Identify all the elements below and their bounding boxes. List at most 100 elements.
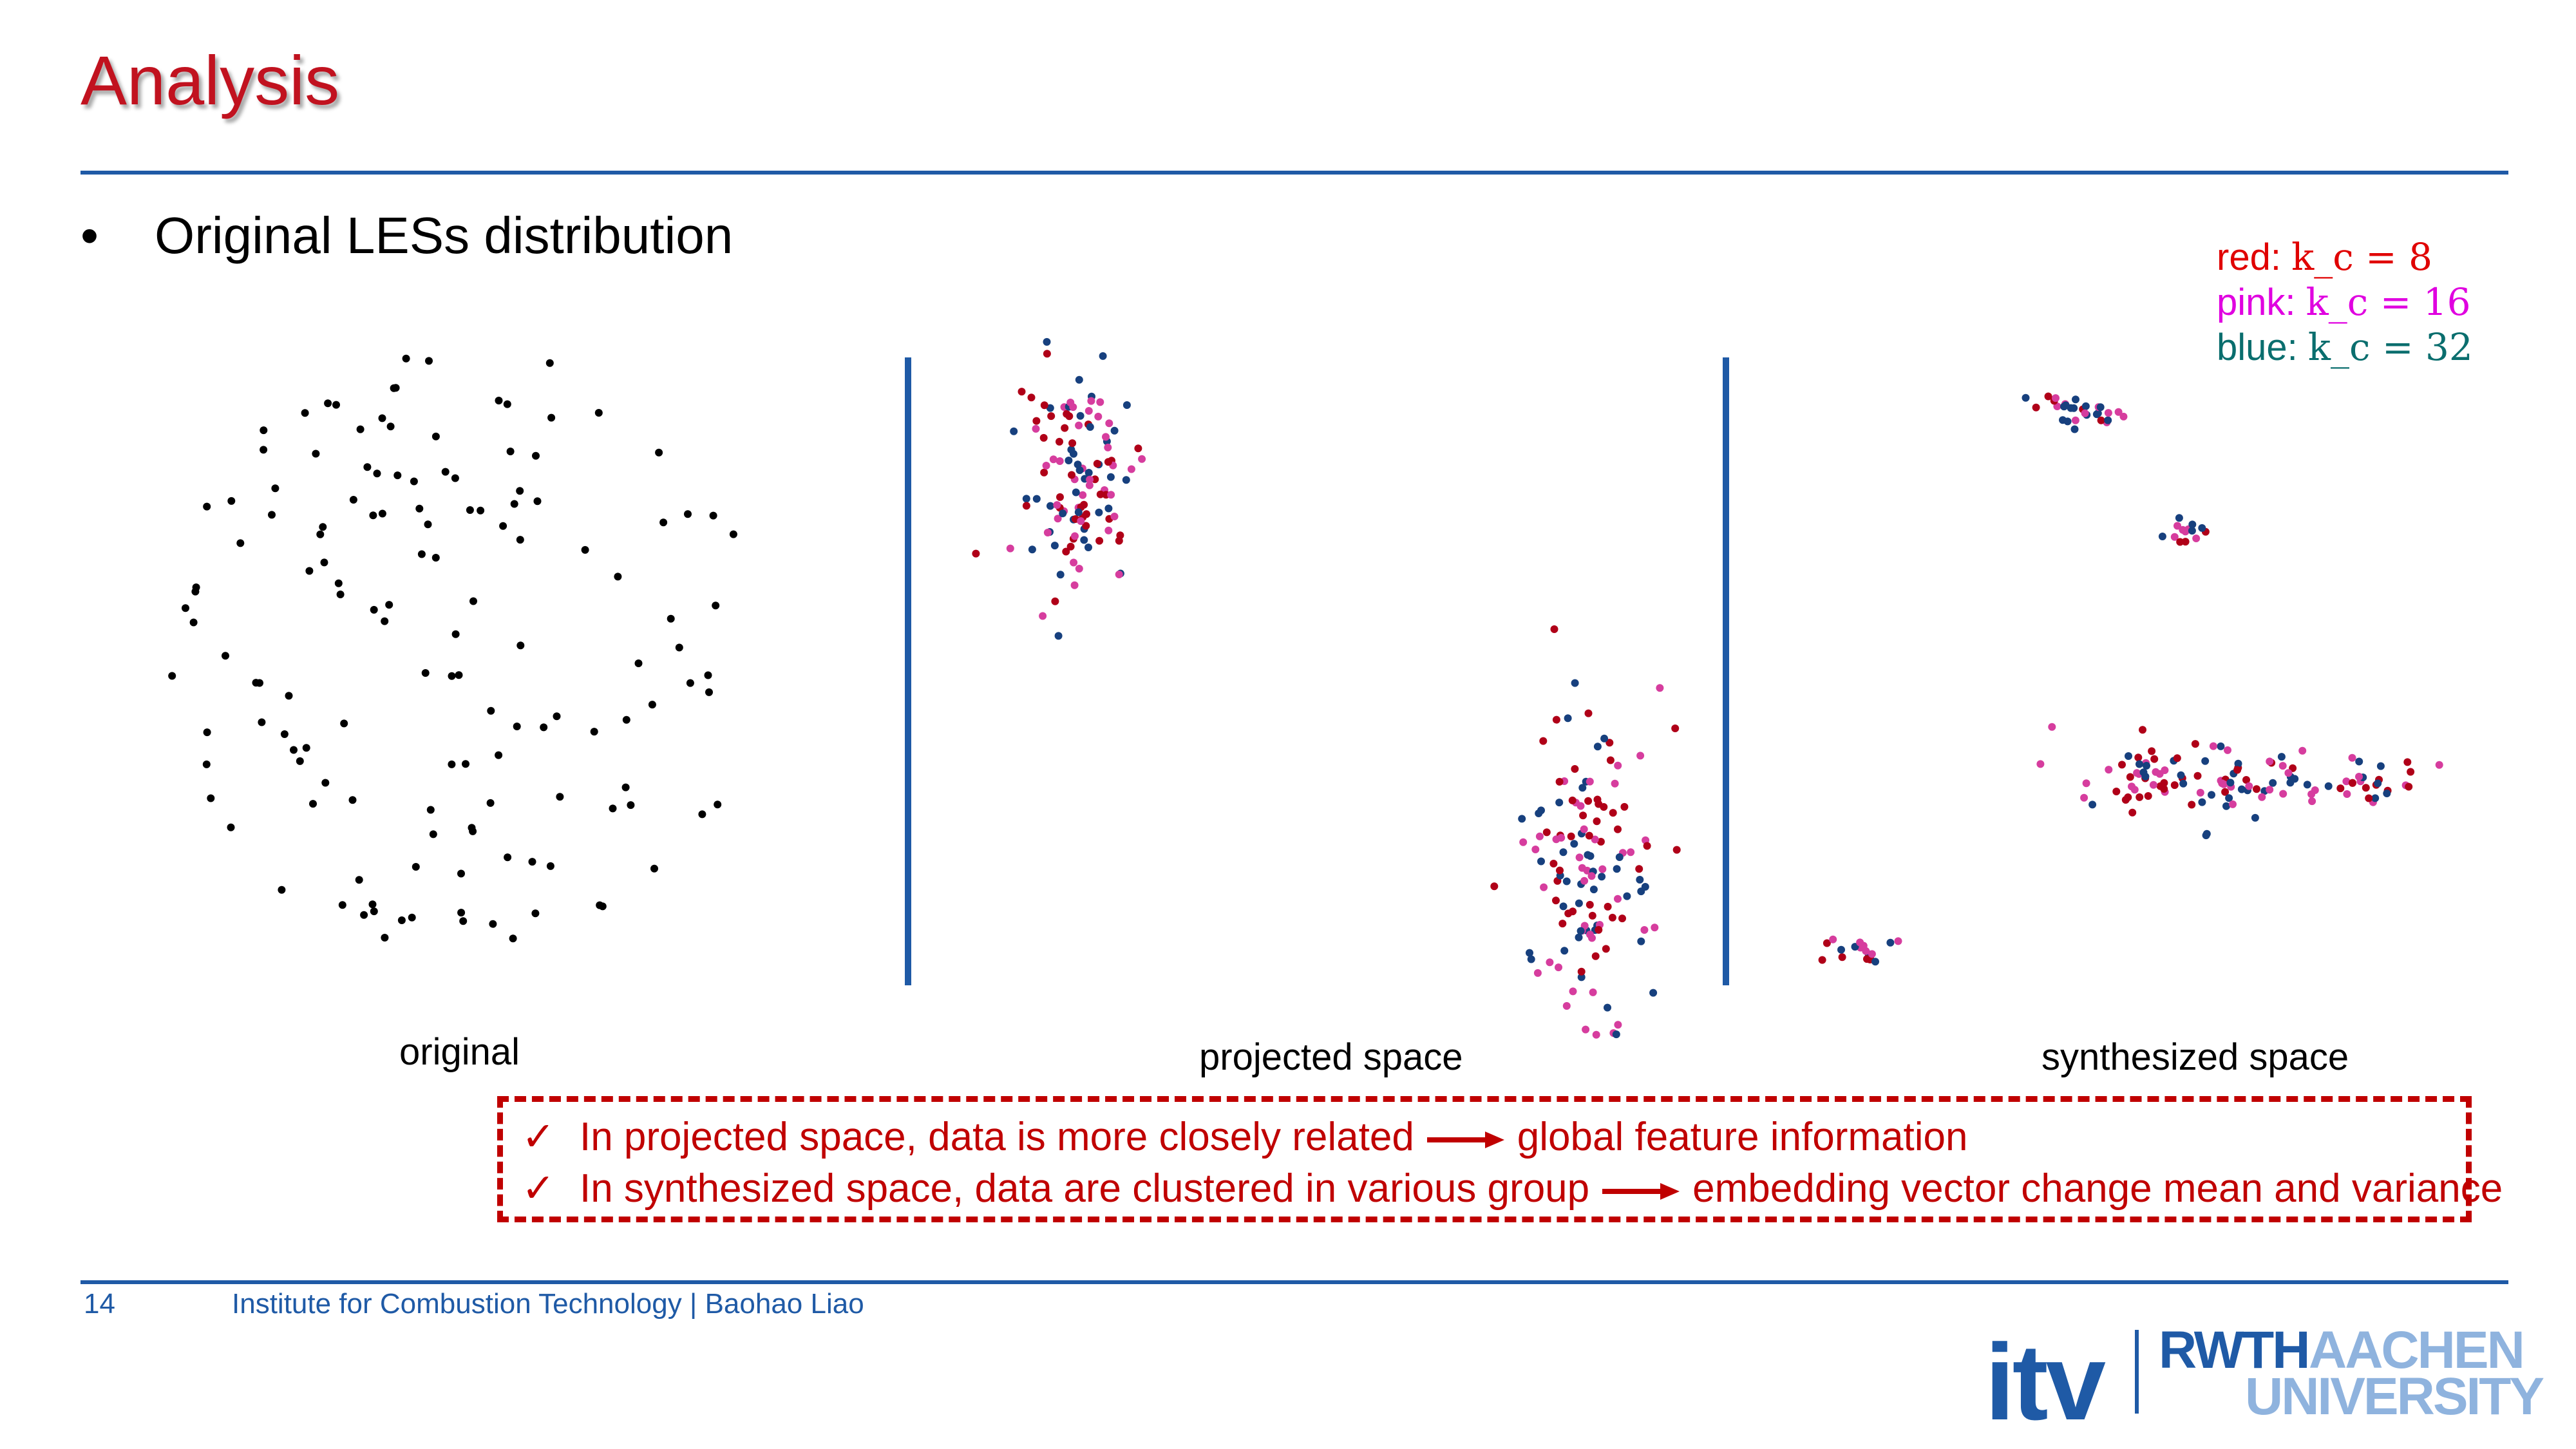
point-blue <box>1074 508 1083 516</box>
point-blue <box>1559 902 1567 911</box>
point-blue <box>2188 527 2196 535</box>
point-original <box>309 800 317 808</box>
point-red <box>1040 468 1048 477</box>
point-original <box>462 760 469 768</box>
point-red <box>2233 766 2242 774</box>
legend-blue-math: k_c = 32 <box>2307 325 2473 369</box>
point-red <box>1056 493 1064 501</box>
point-red <box>2365 794 2373 802</box>
point-blue <box>1106 473 1115 481</box>
point-pink <box>2082 779 2090 788</box>
arrow-right-icon <box>1602 1182 1680 1200</box>
point-original <box>448 760 456 768</box>
slide-title: Analysis <box>80 41 340 119</box>
point-original <box>268 511 276 519</box>
point-pink <box>2104 409 2112 417</box>
point-blue <box>1615 853 1624 861</box>
point-pink <box>1104 443 1112 451</box>
point-original <box>207 794 215 802</box>
point-pink <box>2342 777 2351 786</box>
point-blue <box>1604 1003 1611 1012</box>
point-original <box>408 913 416 922</box>
point-pink <box>1589 988 1597 996</box>
point-red <box>2403 758 2412 766</box>
check-icon: ✓ <box>522 1115 555 1159</box>
point-red <box>1550 625 1558 633</box>
point-red <box>1567 832 1575 840</box>
point-original <box>499 522 507 530</box>
point-pink <box>1614 895 1622 903</box>
point-blue <box>1075 375 1083 384</box>
point-original <box>698 810 706 819</box>
point-pink <box>1107 491 1115 499</box>
point-original <box>260 426 268 435</box>
point-blue <box>1570 840 1578 848</box>
point-red <box>1552 896 1560 905</box>
point-original <box>168 672 176 680</box>
point-original <box>370 605 378 614</box>
point-original <box>614 573 622 581</box>
point-pink <box>1868 950 1876 958</box>
point-original <box>271 484 279 493</box>
rwth-logo: RWTH <box>2159 1321 2310 1379</box>
point-pink <box>1575 853 1584 862</box>
point-red <box>2160 779 2168 787</box>
point-blue <box>1571 679 1579 687</box>
bullet-marker: • <box>80 207 99 264</box>
point-blue <box>1613 865 1621 873</box>
point-red <box>1671 724 1680 732</box>
point-blue <box>1562 877 1571 886</box>
point-blue <box>1649 989 1658 997</box>
point-pink <box>2355 773 2363 781</box>
bullet-text: Original LESs distribution <box>155 207 734 264</box>
point-pink <box>1569 987 1577 996</box>
point-pink <box>2343 790 2351 798</box>
point-red <box>1051 597 1059 605</box>
point-pink <box>1614 1021 1622 1029</box>
point-red <box>1604 902 1612 911</box>
point-red <box>1569 907 1577 916</box>
point-original <box>381 934 389 942</box>
point-red <box>1643 842 1651 850</box>
point-red <box>1056 437 1063 446</box>
point-blue <box>2303 781 2311 789</box>
point-red <box>1596 838 1605 846</box>
point-red <box>1588 911 1596 920</box>
point-original <box>455 671 463 679</box>
note-line-1: ✓ In projected space, data is more closel… <box>522 1113 1967 1160</box>
point-original <box>338 901 346 909</box>
point-pink <box>1110 513 1119 520</box>
point-original <box>627 801 635 810</box>
point-red <box>2188 800 2196 809</box>
point-blue <box>2355 757 2363 766</box>
point-original <box>705 688 713 696</box>
projected-scatter <box>972 337 1681 1039</box>
point-red <box>2139 726 2146 734</box>
point-original <box>509 934 517 943</box>
point-blue <box>1555 799 1564 807</box>
point-original <box>532 451 540 460</box>
point-original <box>648 701 656 709</box>
point-blue <box>1095 508 1103 516</box>
point-original <box>590 728 598 736</box>
point-original <box>355 876 363 884</box>
point-pink <box>2081 409 2089 417</box>
point-red <box>1061 424 1069 432</box>
legend-pink-math: k_c = 16 <box>2306 280 2471 324</box>
point-red <box>1600 803 1608 811</box>
point-pink <box>1070 581 1079 589</box>
point-red <box>2150 755 2159 763</box>
point-blue <box>1110 426 1119 435</box>
point-original <box>441 468 450 476</box>
point-red <box>1586 900 1594 909</box>
point-original <box>412 863 420 871</box>
point-blue <box>2251 813 2259 822</box>
point-blue <box>1598 873 1606 881</box>
point-pink <box>1592 1030 1600 1039</box>
point-red <box>2170 781 2179 790</box>
point-red <box>1593 817 1601 826</box>
point-red <box>2193 772 2202 780</box>
point-original <box>203 728 211 737</box>
point-pink <box>1138 455 1146 463</box>
